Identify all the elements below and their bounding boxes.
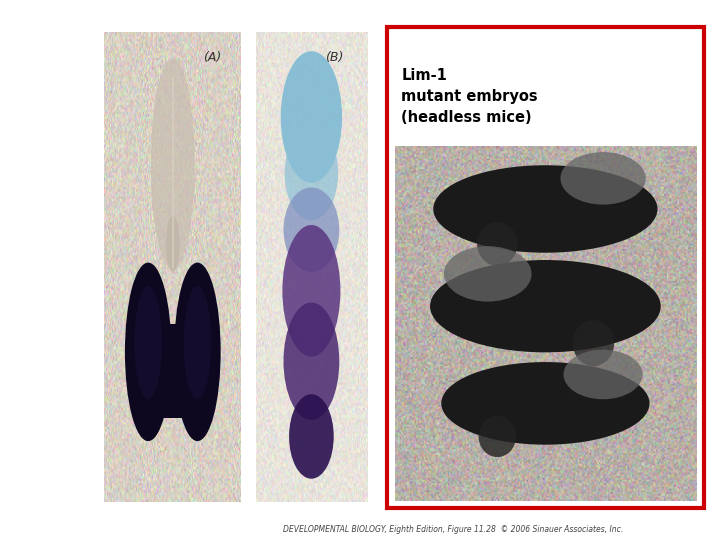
Ellipse shape [284, 187, 339, 272]
Ellipse shape [444, 246, 531, 301]
Text: Anterior-posterior: Anterior-posterior [6, 6, 176, 24]
Ellipse shape [284, 302, 339, 420]
Ellipse shape [430, 260, 661, 353]
Text: (B): (B) [325, 51, 343, 64]
Ellipse shape [151, 58, 194, 269]
Text: DEVELOPMENTAL BIOLOGY, Eighth Edition, Figure 11.28  © 2006 Sinauer Associates, : DEVELOPMENTAL BIOLOGY, Eighth Edition, F… [284, 525, 624, 534]
Ellipse shape [135, 286, 162, 399]
Ellipse shape [441, 362, 649, 445]
Ellipse shape [477, 222, 518, 266]
Ellipse shape [560, 152, 646, 205]
Ellipse shape [184, 286, 211, 399]
Ellipse shape [564, 350, 643, 399]
Ellipse shape [125, 262, 171, 441]
FancyBboxPatch shape [387, 26, 704, 508]
Ellipse shape [174, 262, 220, 441]
Ellipse shape [433, 165, 657, 253]
Ellipse shape [166, 215, 180, 272]
Ellipse shape [572, 320, 614, 366]
Ellipse shape [281, 51, 342, 183]
Ellipse shape [284, 126, 338, 220]
Ellipse shape [479, 416, 516, 457]
Ellipse shape [282, 225, 341, 356]
Text: patterning in the embryo: patterning in the embryo [128, 6, 343, 24]
Bar [153, 323, 193, 417]
Text: Lim-1
mutant embryos
(headless mice): Lim-1 mutant embryos (headless mice) [401, 68, 538, 125]
Ellipse shape [289, 394, 334, 478]
Text: (A): (A) [203, 51, 221, 64]
